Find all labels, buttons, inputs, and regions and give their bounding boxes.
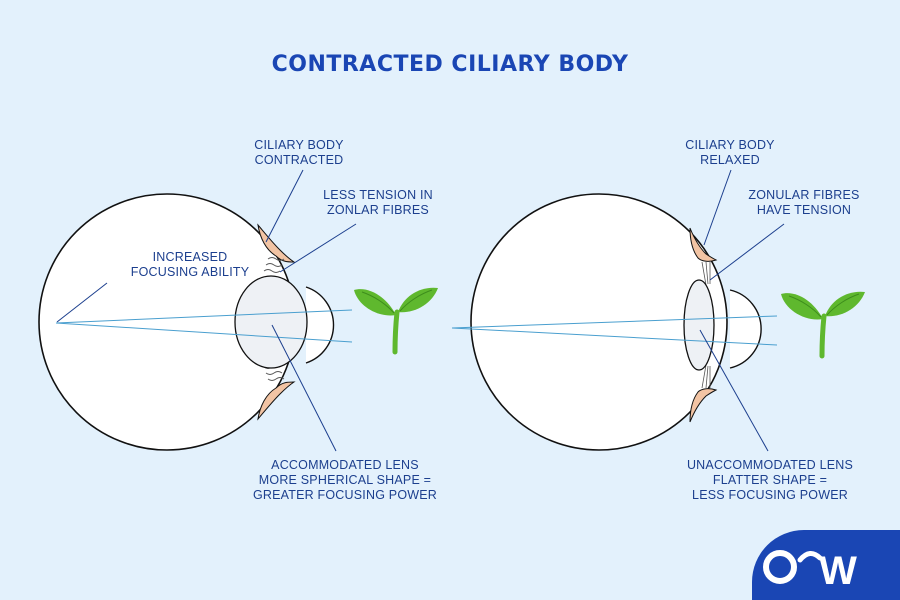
right-ciliary-label: CILIARY BODY RELAXED <box>685 138 775 167</box>
left-zonular-label: LESS TENSION IN ZONLAR FIBRES <box>323 188 433 217</box>
left-lens-leader <box>271 324 337 452</box>
left-focus-label: INCREASED FOCUSING ABILITY <box>130 250 250 279</box>
left-lens-label: ACCOMMODATED LENS MORE SPHERICAL SHAPE =… <box>252 458 438 502</box>
left-cornea <box>305 286 335 364</box>
right-zonular-label: ZONULAR FIBRES HAVE TENSION <box>748 188 860 217</box>
right-ciliary-top <box>689 227 718 262</box>
left-ciliary-label: CILIARY BODY CONTRACTED <box>254 138 344 167</box>
diagram-title: CONTRACTED CILIARY BODY <box>271 52 629 77</box>
left-ciliary-leader <box>265 169 304 243</box>
right-lens <box>683 279 715 371</box>
left-zonular-leader <box>279 223 357 273</box>
right-ciliary-bottom <box>689 388 718 423</box>
right-eyeball <box>470 193 728 451</box>
right-ray-bottom <box>451 327 778 346</box>
right-eye <box>451 169 785 452</box>
left-plant-icon <box>354 287 438 355</box>
logo-mark: W <box>752 530 900 600</box>
left-ray-top <box>55 309 353 324</box>
logo-text: W <box>819 549 857 593</box>
left-eye <box>38 169 357 452</box>
right-zonular-fibres <box>701 261 711 389</box>
right-plant-icon <box>781 291 865 359</box>
right-ciliary-leader <box>703 169 732 246</box>
right-lens-leader <box>699 329 769 452</box>
left-ray-bottom <box>55 322 353 343</box>
right-ray-top <box>451 315 778 329</box>
left-focus-leader <box>56 282 108 323</box>
left-lens <box>234 275 308 369</box>
left-ciliary-top <box>257 223 296 263</box>
right-lens-label: UNACCOMMODATED LENS FLATTER SHAPE = LESS… <box>686 458 854 502</box>
left-ciliary-bottom <box>257 381 296 421</box>
right-cornea <box>729 289 762 369</box>
right-zonular-leader <box>709 223 785 281</box>
